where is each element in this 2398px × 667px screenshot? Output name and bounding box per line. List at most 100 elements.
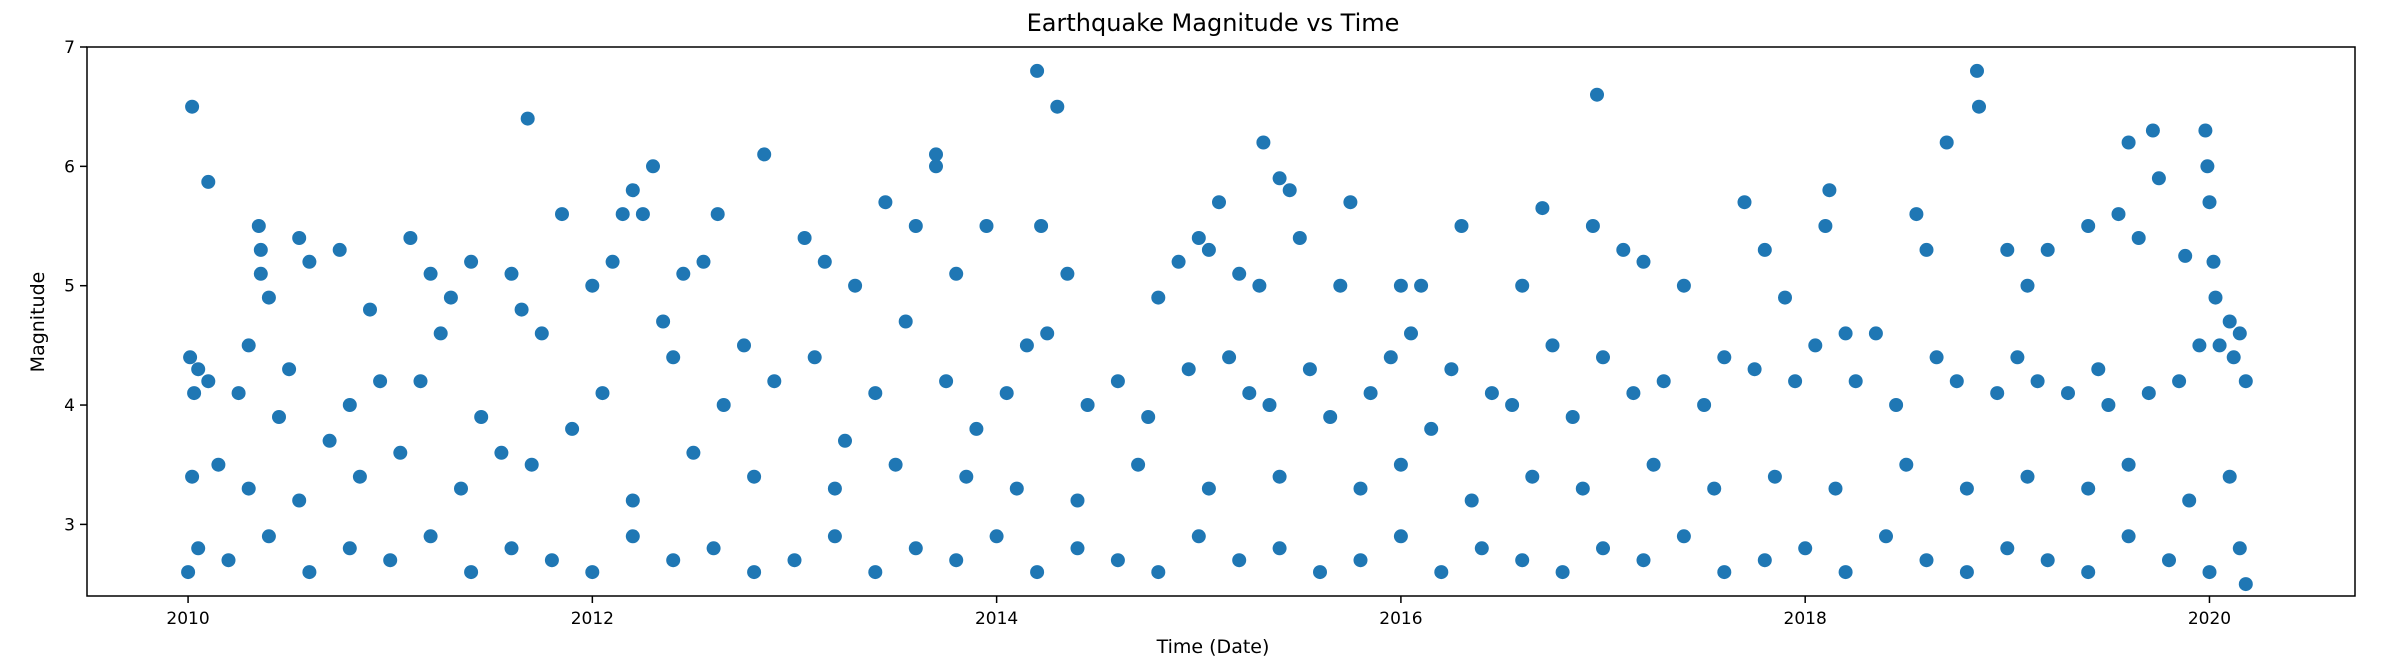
data-point <box>666 553 681 568</box>
y-tick-label: 6 <box>64 157 75 177</box>
data-point <box>1252 278 1267 293</box>
data-point <box>1919 553 1934 568</box>
data-point <box>241 338 256 353</box>
data-point <box>302 254 317 269</box>
data-point <box>969 421 984 436</box>
data-point <box>393 445 408 460</box>
data-point <box>747 469 762 484</box>
data-point <box>342 398 357 412</box>
data-point <box>989 529 1004 544</box>
data-point <box>2208 290 2223 305</box>
data-point <box>1201 242 1216 257</box>
data-point <box>1393 278 1408 293</box>
data-point <box>1879 529 1893 544</box>
data-point <box>2212 338 2227 353</box>
data-point <box>2162 553 2176 568</box>
data-point <box>807 350 822 365</box>
data-point <box>929 147 943 162</box>
data-point <box>1151 290 1166 305</box>
data-point <box>1717 350 1732 365</box>
data-point <box>1929 350 1944 365</box>
data-point <box>181 565 196 580</box>
data-point <box>2200 159 2215 174</box>
data-point <box>868 386 883 401</box>
data-point <box>1030 565 1045 580</box>
data-point <box>939 374 954 389</box>
data-point <box>696 254 711 269</box>
data-point <box>1737 195 1752 210</box>
data-point <box>183 350 198 365</box>
data-point <box>1060 266 1075 281</box>
data-point <box>1717 565 1732 580</box>
data-point <box>1565 410 1580 424</box>
x-tick-label: 2012 <box>571 609 614 629</box>
scatter-points <box>181 63 2253 592</box>
data-point <box>1272 541 1287 556</box>
data-point <box>747 565 762 580</box>
data-point <box>716 398 731 412</box>
data-point <box>1515 553 1530 568</box>
data-point <box>1242 386 1257 401</box>
data-point <box>261 290 276 305</box>
x-tick-label: 2016 <box>1379 609 1422 629</box>
data-point <box>686 445 701 460</box>
data-point <box>1323 410 1338 424</box>
data-point <box>1019 338 1034 353</box>
data-point <box>1838 565 1853 580</box>
data-point <box>322 433 337 448</box>
data-point <box>2101 398 2116 412</box>
data-point <box>1110 374 1125 389</box>
data-point <box>1484 386 1499 401</box>
data-point <box>524 457 539 472</box>
data-point <box>1272 171 1287 186</box>
data-point <box>888 457 903 472</box>
data-point <box>423 266 438 281</box>
data-point <box>605 254 620 269</box>
data-point <box>2121 457 2136 472</box>
data-point <box>185 469 200 484</box>
data-point <box>1070 493 1085 508</box>
data-point <box>676 266 691 281</box>
data-point <box>454 481 468 496</box>
data-point <box>1808 338 1823 353</box>
data-point <box>908 541 923 556</box>
data-point <box>201 174 216 189</box>
data-point <box>1555 565 1570 580</box>
data-point <box>1596 541 1610 556</box>
data-point <box>282 362 297 377</box>
y-axis: 3 4 5 6 7 <box>64 38 87 535</box>
data-point <box>1788 374 1803 389</box>
data-point <box>1676 529 1691 544</box>
data-point <box>544 553 559 568</box>
data-point <box>1302 362 1317 377</box>
data-point <box>949 266 964 281</box>
data-point <box>1757 242 1772 257</box>
data-point <box>520 111 535 126</box>
data-point <box>1404 326 1418 341</box>
data-point <box>898 314 913 329</box>
data-point <box>373 374 388 389</box>
data-point <box>868 565 883 580</box>
data-point <box>2010 350 2025 365</box>
data-point <box>1232 266 1247 281</box>
data-point <box>1070 541 1085 556</box>
data-point <box>2040 553 2055 568</box>
data-point <box>1131 457 1146 472</box>
data-point <box>656 314 671 329</box>
data-point <box>797 231 812 245</box>
data-point <box>1747 362 1762 377</box>
data-point <box>1616 242 1631 257</box>
data-point <box>878 195 893 210</box>
data-point <box>1535 201 1550 216</box>
data-point <box>2202 565 2217 580</box>
data-point <box>201 374 216 389</box>
axes-frame <box>86 46 2356 597</box>
data-point <box>1393 457 1408 472</box>
data-point <box>1972 99 1986 114</box>
data-point <box>2131 231 2146 245</box>
data-point <box>464 565 479 580</box>
data-point <box>1525 469 1540 484</box>
data-point <box>908 219 923 233</box>
data-point <box>827 529 842 544</box>
data-point <box>1454 219 1469 233</box>
